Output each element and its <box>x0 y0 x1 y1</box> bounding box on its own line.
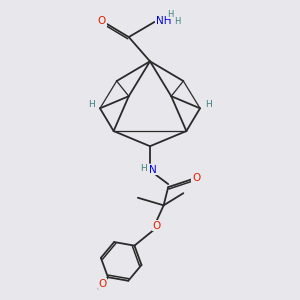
Text: NH: NH <box>156 16 172 26</box>
Text: H: H <box>174 17 181 26</box>
Text: O: O <box>98 16 106 26</box>
Text: N: N <box>149 165 157 175</box>
Text: H: H <box>140 164 147 172</box>
Text: O: O <box>98 278 107 289</box>
Text: H: H <box>88 100 95 109</box>
Text: H: H <box>167 10 173 19</box>
Text: O: O <box>192 173 200 183</box>
Text: H: H <box>205 100 212 109</box>
Text: O: O <box>152 220 161 231</box>
